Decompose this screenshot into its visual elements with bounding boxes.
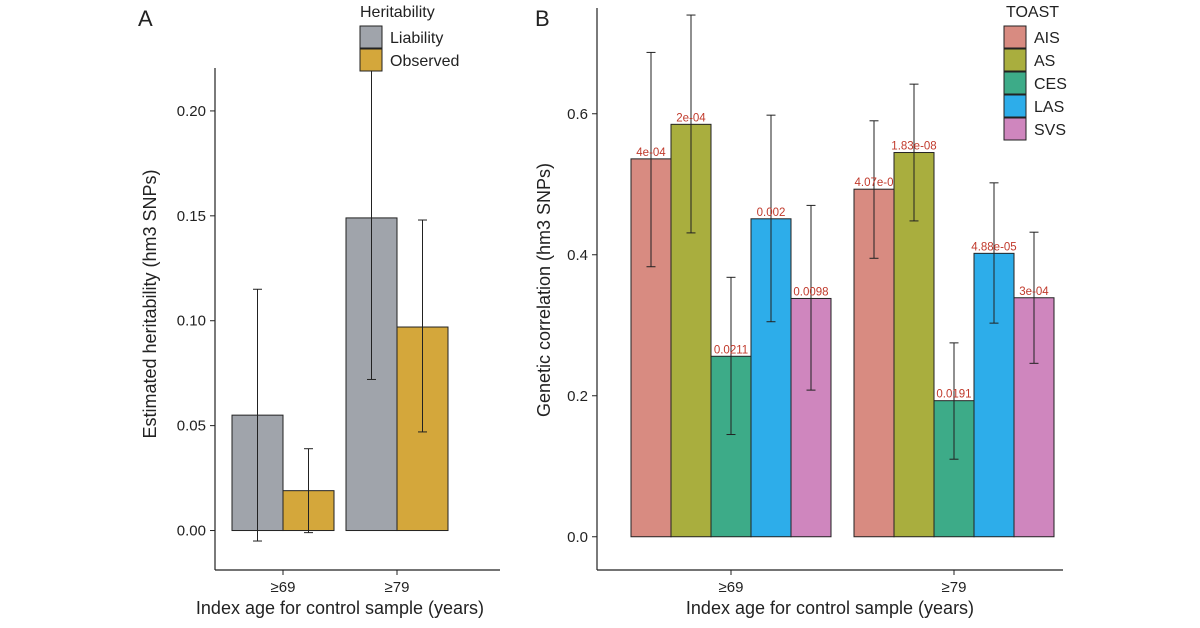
- panel-a-y-axis-title: Estimated heritability (hm3 SNPs): [140, 169, 160, 438]
- panel-b-legend-title: TOAST: [1006, 4, 1059, 21]
- legend-label-ces: CES: [1034, 76, 1067, 93]
- y-tick-label: 0.10: [177, 313, 206, 330]
- y-tick-label: 0.2: [567, 388, 588, 405]
- p-value-label: 0.002: [757, 207, 786, 219]
- panel-b-bars: 4e-04 2e-04 0.0211 0.002 0.0098 4.07e-0 1.83e-…: [630, 14, 1055, 538]
- p-value-label: 1.83e-08: [891, 141, 936, 153]
- panel-a-legend-title: Heritability: [360, 4, 435, 21]
- legend-key-ais: [1003, 25, 1027, 49]
- panel-a: A 0.00 0.05 0.10 0.15 0.20 ≥69 ≥79 Index age …: [138, 4, 500, 618]
- y-tick-label: 0.20: [177, 103, 206, 120]
- p-value-label: 4.07e-0: [854, 177, 893, 189]
- legend-key-observed: [359, 48, 383, 72]
- y-tick-label: 0.0: [567, 529, 588, 546]
- panel-b-legend: TOAST AIS AS CES LAS SVS: [1003, 4, 1067, 141]
- y-tick-label: 0.15: [177, 208, 206, 225]
- panel-b: B 4e-04 2e-04 0.0211 0.002 0.0098 4.07e-0 1.83…: [534, 4, 1067, 618]
- panel-a-legend: Heritability Liability Observed: [359, 4, 459, 72]
- legend-label-svs: SVS: [1034, 122, 1066, 139]
- panel-b-y-axis-title: Genetic correlation (hm3 SNPs): [534, 163, 554, 417]
- panel-a-x-ticks: ≥69 ≥79: [271, 570, 410, 596]
- panel-a-y-ticks: 0.00 0.05 0.10 0.15 0.20: [177, 103, 215, 540]
- y-tick-label: 0.6: [567, 106, 588, 123]
- y-tick-label: 0.4: [567, 247, 588, 264]
- panel-b-x-ticks: ≥69 ≥79: [719, 570, 967, 596]
- legend-label-ais: AIS: [1034, 30, 1060, 47]
- x-tick-label: ≥69: [271, 579, 296, 596]
- legend-label-liability: Liability: [390, 30, 443, 47]
- legend-label-as: AS: [1034, 53, 1055, 70]
- y-tick-label: 0.05: [177, 418, 206, 435]
- x-tick-label: ≥79: [385, 579, 410, 596]
- legend-label-observed: Observed: [390, 53, 459, 70]
- legend-key-ces: [1003, 71, 1027, 95]
- legend-key-as: [1003, 48, 1027, 72]
- x-tick-label: ≥69: [719, 579, 744, 596]
- p-value-label: 0.0211: [714, 344, 748, 356]
- legend-key-svs: [1003, 117, 1027, 141]
- panel-b-label: B: [535, 6, 550, 31]
- panel-b-y-ticks: 0.0 0.2 0.4 0.6: [567, 106, 597, 546]
- p-value-label: 2e-04: [676, 112, 706, 124]
- p-value-label: 0.0098: [793, 286, 828, 298]
- x-tick-label: ≥79: [942, 579, 967, 596]
- panel-a-label: A: [138, 6, 153, 31]
- legend-key-liability: [359, 25, 383, 49]
- legend-key-las: [1003, 94, 1027, 118]
- panel-a-x-axis-title: Index age for control sample (years): [196, 598, 484, 618]
- p-value-label: 4e-04: [636, 147, 666, 159]
- p-value-label: 3e-04: [1019, 286, 1049, 298]
- panel-b-x-axis-title: Index age for control sample (years): [686, 598, 974, 618]
- p-value-label: 0.0191: [936, 389, 971, 401]
- y-tick-label: 0.00: [177, 523, 206, 540]
- p-value-label: 4.88e-05: [971, 241, 1016, 253]
- panel-a-bars: [231, 55, 449, 542]
- legend-label-las: LAS: [1034, 99, 1064, 116]
